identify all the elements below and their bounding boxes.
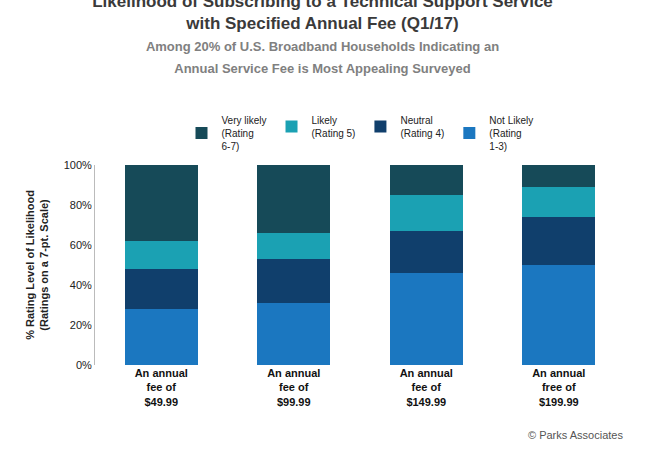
- svg-text:Not Likely(Rating1-3): Not Likely(Rating1-3): [489, 115, 533, 152]
- svg-text:40%: 40%: [70, 279, 92, 291]
- svg-text:20%: 20%: [70, 319, 92, 331]
- svg-text:% Rating Level of Likelihood(R: % Rating Level of Likelihood(Ratings on …: [24, 190, 50, 340]
- svg-text:An annualfee of$49.99: An annualfee of$49.99: [135, 367, 188, 408]
- svg-text:Likely(Rating 5): Likely(Rating 5): [312, 115, 356, 139]
- svg-text:An annualfree of$199.99: An annualfree of$199.99: [532, 367, 585, 408]
- svg-text:An annualfee of$99.99: An annualfee of$99.99: [267, 367, 320, 408]
- svg-text:Neutral(Rating 4): Neutral(Rating 4): [400, 115, 444, 139]
- svg-text:100%: 100%: [64, 159, 92, 171]
- svg-text:Very likely(Rating6-7): Very likely(Rating6-7): [222, 115, 267, 152]
- svg-text:Likelihood of Subscribing to a: Likelihood of Subscribing to a Technical…: [92, 0, 553, 76]
- svg-text:© Parks Associates: © Parks Associates: [528, 429, 623, 441]
- svg-text:80%: 80%: [70, 199, 92, 211]
- svg-text:0%: 0%: [76, 359, 92, 371]
- svg-text:60%: 60%: [70, 239, 92, 251]
- svg-text:An annualfee of$149.99: An annualfee of$149.99: [400, 367, 453, 408]
